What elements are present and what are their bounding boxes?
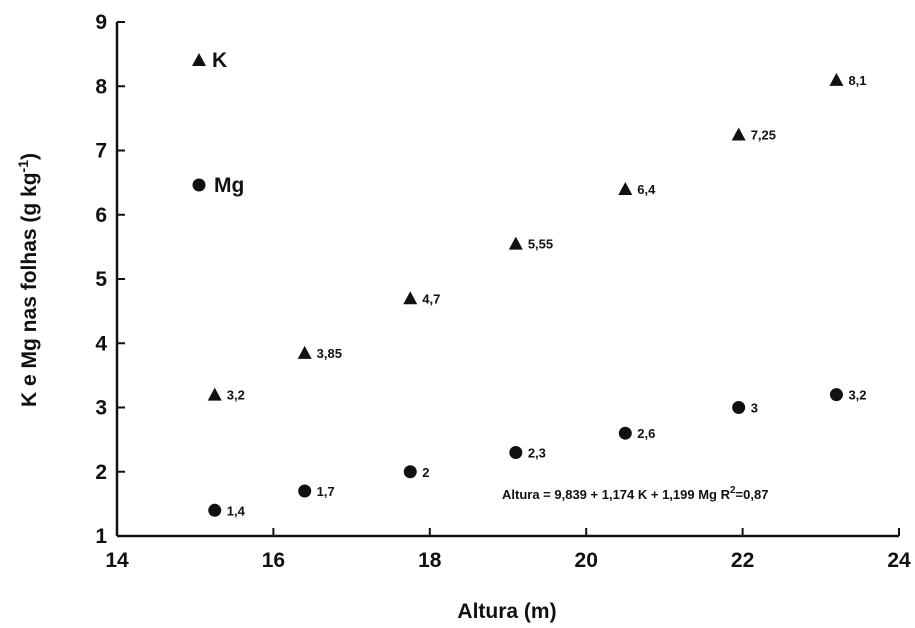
k-data-label: 3,2: [227, 388, 245, 403]
legend-k-triangle-marker: [192, 53, 206, 66]
k-point: [731, 127, 746, 141]
x-tick-label: 14: [105, 549, 129, 572]
y-tick-label: 9: [95, 11, 107, 34]
mg-data-label: 1,4: [227, 503, 246, 518]
x-axis-ticks: 14 16 18 20 22 24: [105, 528, 911, 572]
mg-data-label: 2,6: [637, 426, 655, 441]
mg-point: [618, 426, 632, 440]
mg-data-label: 3,2: [848, 388, 866, 403]
y-tick-label: 5: [95, 268, 107, 291]
y-tick-label: 7: [95, 140, 107, 163]
mg-data-label: 2,3: [528, 445, 546, 460]
y-tick-label: 1: [95, 525, 107, 548]
legend-k-label: K: [212, 49, 227, 72]
legend-mg-label: Mg: [214, 174, 244, 197]
y-axis-title-superscript: -1: [15, 160, 31, 173]
x-tick-label: 24: [887, 549, 911, 572]
k-data-label: 6,4: [637, 182, 656, 197]
data-marks: [207, 72, 844, 517]
mg-point: [829, 388, 843, 402]
mg-point: [298, 484, 312, 498]
y-tick-label: 6: [95, 204, 107, 227]
k-data-label: 4,7: [422, 291, 440, 306]
data-labels: 3,2 3,85 4,7 5,55 6,4 7,25 8,1 1,4 1,7 2 2,3 2,6 3 3,…: [227, 73, 867, 518]
x-tick-label: 18: [418, 549, 442, 572]
regression-equation-main: Altura = 9,839 + 1,174 K + 1,199 Mg R: [502, 487, 731, 502]
legend: K Mg: [192, 49, 244, 197]
x-tick-label: 20: [575, 549, 598, 572]
k-point: [297, 345, 312, 359]
k-point: [207, 387, 222, 401]
mg-point: [403, 465, 417, 479]
k-point: [618, 182, 633, 196]
legend-mg-circle-marker: [192, 178, 206, 192]
regression-equation-superscript: 2: [730, 485, 736, 496]
regression-equation: Altura = 9,839 + 1,174 K + 1,199 Mg R2=0…: [502, 485, 768, 502]
mg-data-label: 1,7: [317, 484, 335, 499]
regression-equation-tail: =0,87: [736, 487, 769, 502]
y-axis-title-main: K e Mg nas folhas (g kg: [18, 172, 41, 407]
y-tick-label: 2: [95, 461, 107, 484]
k-data-label: 5,55: [528, 237, 553, 252]
x-axis-title: Altura (m): [457, 600, 556, 623]
x-tick-label: 16: [262, 549, 285, 572]
mg-data-label: 2: [422, 465, 429, 480]
k-point: [403, 291, 418, 305]
mg-data-label: 3: [751, 401, 758, 416]
k-data-label: 3,85: [317, 346, 342, 361]
mg-point: [509, 445, 523, 459]
y-tick-label: 3: [95, 397, 107, 420]
y-axis-title: K e Mg nas folhas (g kg-1): [15, 153, 41, 407]
k-data-label: 7,25: [751, 127, 776, 142]
k-point: [829, 72, 844, 86]
mg-point: [732, 401, 746, 414]
y-axis-ticks: 1 2 3 4 5 6 7 8 9: [95, 11, 125, 548]
k-data-label: 8,1: [848, 73, 866, 88]
y-tick-label: 8: [95, 75, 107, 98]
y-tick-label: 4: [95, 332, 107, 355]
k-point: [508, 236, 523, 250]
x-tick-label: 22: [731, 549, 754, 572]
mg-point: [208, 503, 222, 517]
y-axis-title-close: ): [18, 153, 41, 160]
